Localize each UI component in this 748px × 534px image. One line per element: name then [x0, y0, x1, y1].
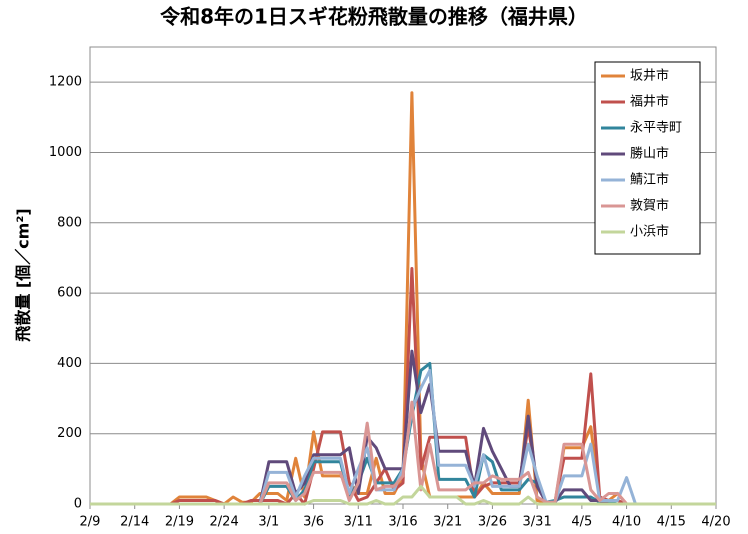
x-tick-label: 4/5 — [571, 515, 592, 530]
legend-label: 永平寺町 — [630, 121, 682, 136]
x-tick-label: 4/15 — [657, 515, 686, 530]
x-tick-label: 3/21 — [433, 515, 462, 530]
x-tick-label: 2/24 — [210, 515, 239, 530]
legend-label: 坂井市 — [630, 68, 669, 84]
x-tick-label: 3/11 — [344, 515, 373, 530]
x-tick-label: 3/1 — [258, 515, 279, 530]
y-tick-label: 1200 — [49, 75, 82, 90]
x-tick-label: 4/10 — [612, 515, 641, 530]
chart-title: 令和8年の1日スギ花粉飛散量の推移（福井県） — [160, 5, 588, 29]
legend-label: 福井市 — [630, 94, 669, 110]
legend-box — [594, 61, 701, 255]
y-axis-label: 飛散量 [個／cm²] — [14, 208, 33, 342]
x-tick-label: 3/6 — [303, 515, 324, 530]
legend-label: 小浜市 — [630, 224, 669, 240]
y-tick-label: 0 — [74, 497, 82, 512]
y-tick-label: 400 — [57, 356, 82, 371]
x-tick-label: 3/16 — [388, 515, 417, 530]
x-tick-label: 2/19 — [165, 515, 194, 530]
x-tick-label: 3/31 — [523, 515, 552, 530]
x-tick-label: 3/26 — [478, 515, 507, 530]
x-tick-label: 2/9 — [80, 515, 101, 530]
y-tick-label: 1000 — [49, 145, 82, 160]
legend-label: 勝山市 — [630, 146, 669, 162]
y-tick-label: 200 — [57, 426, 82, 441]
y-tick-label: 600 — [57, 286, 82, 301]
y-tick-label: 800 — [57, 215, 82, 230]
legend-label: 敦賀市 — [630, 198, 669, 214]
series-line — [90, 484, 716, 506]
legend-label: 鯖江市 — [630, 172, 669, 188]
x-tick-label: 2/14 — [120, 515, 149, 530]
x-tick-label: 4/20 — [701, 515, 730, 530]
